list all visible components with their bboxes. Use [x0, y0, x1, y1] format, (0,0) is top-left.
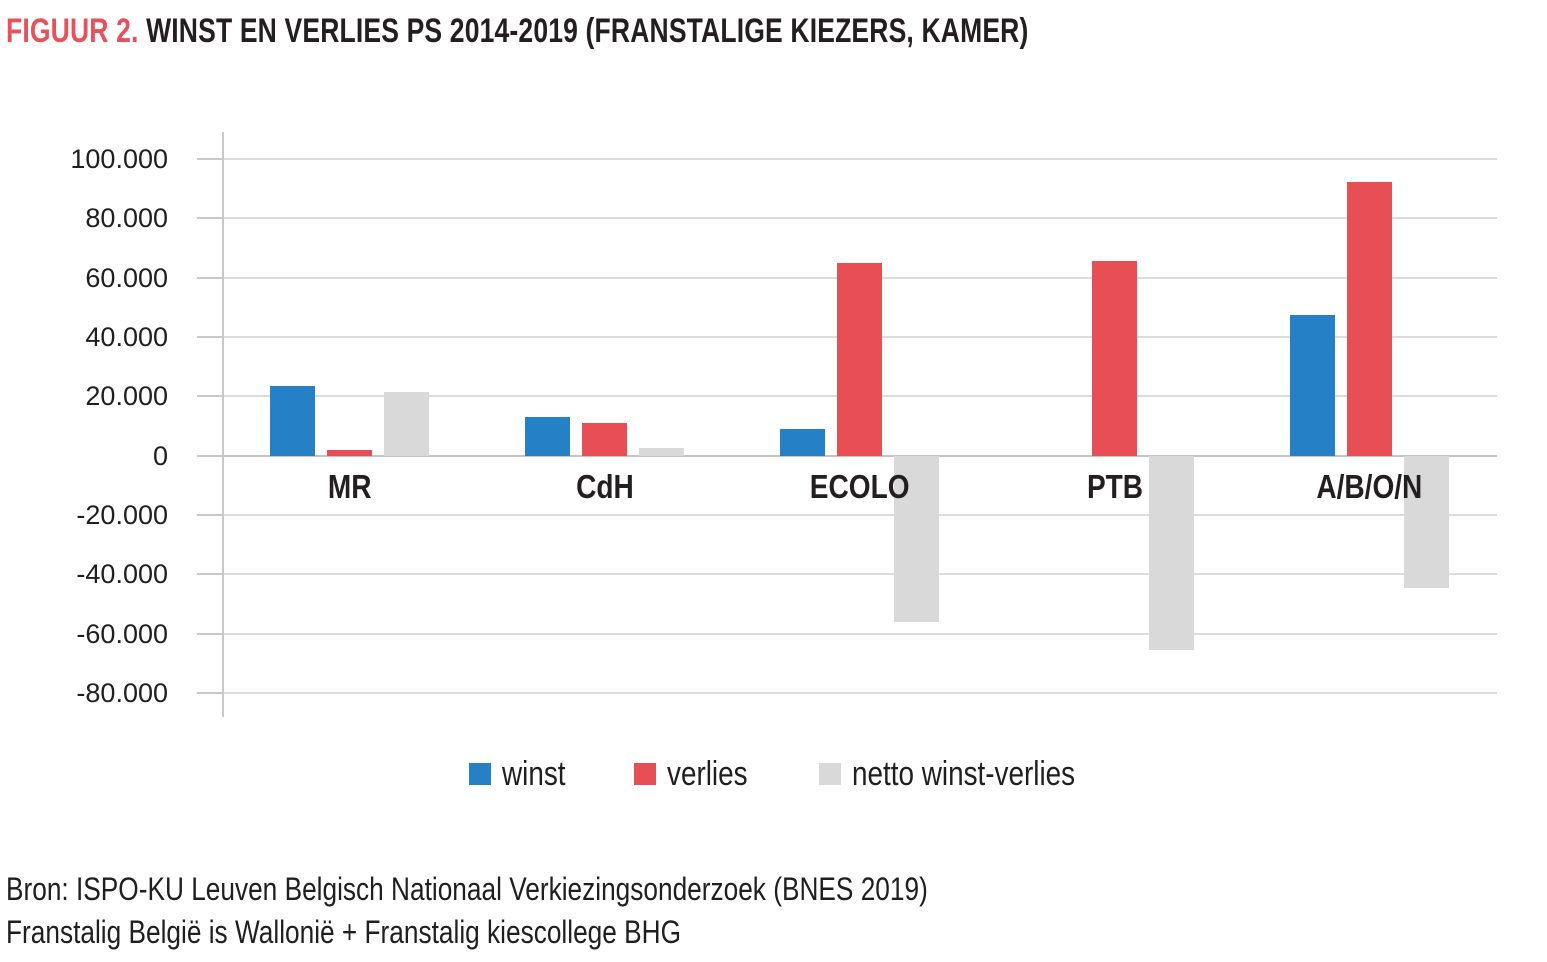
- y-axis-label-20000: 20.000: [85, 381, 168, 412]
- y-tick-0: [197, 454, 222, 457]
- y-axis-label-40000: 40.000: [85, 321, 168, 352]
- legend-label: winst: [502, 754, 566, 793]
- legend-item-winst: winst: [469, 755, 579, 794]
- y-tick-100000: [197, 157, 222, 160]
- bar-verlies-ABON: [1347, 182, 1392, 456]
- bar-verlies-PTB: [1092, 261, 1137, 456]
- y-axis-label-0: 0: [152, 440, 168, 471]
- y-axis-label-60000: 60.000: [85, 262, 168, 293]
- x-label-text: CdH: [575, 467, 634, 505]
- gridline--20000: [222, 514, 1497, 517]
- source-line-2: Franstalig België is Wallonië + Franstal…: [6, 914, 682, 950]
- y-tick-40000: [197, 335, 222, 338]
- gridline-80000: [222, 217, 1497, 220]
- y-axis-label--20000: -20.000: [76, 500, 168, 531]
- legend-swatch-winst: [469, 763, 492, 785]
- bar-winst-CdH: [525, 417, 570, 456]
- y-tick--60000: [197, 632, 222, 635]
- y-axis-label--60000: -60.000: [76, 618, 168, 649]
- bar-netto-ECOLO: [894, 455, 939, 622]
- legend-swatch-netto: [818, 763, 841, 785]
- figure-title-text: WINST EN VERLIES PS 2014-2019 (FRANSTALI…: [146, 12, 1029, 50]
- y-tick-80000: [197, 217, 222, 220]
- legend-label: verlies: [666, 754, 748, 793]
- y-axis-label-80000: 80.000: [85, 203, 168, 234]
- x-label-ABON: A/B/O/N: [1242, 468, 1497, 506]
- x-label-ECOLO: ECOLO: [732, 468, 987, 506]
- x-label-PTB: PTB: [987, 468, 1242, 506]
- gridline--80000: [222, 692, 1497, 695]
- y-axis-line: [222, 132, 224, 717]
- gridline-0: [222, 454, 1497, 457]
- y-tick-20000: [197, 395, 222, 398]
- y-tick--20000: [197, 514, 222, 517]
- x-label-text: MR: [327, 467, 372, 505]
- bar-winst-ABON: [1290, 314, 1335, 456]
- bar-winst-ECOLO: [780, 428, 825, 456]
- y-axis-label-100000: 100.000: [70, 143, 168, 174]
- bar-verlies-ECOLO: [837, 262, 882, 456]
- x-label-text: A/B/O/N: [1316, 467, 1423, 505]
- source-line-1: Bron: ISPO-KU Leuven Belgisch Nationaal …: [6, 871, 928, 907]
- gridline--40000: [222, 573, 1497, 576]
- figure-number-label: FIGUUR 2.: [6, 12, 139, 50]
- y-axis-label--40000: -40.000: [76, 559, 168, 590]
- bar-netto-MR: [384, 391, 429, 456]
- legend-swatch-verlies: [633, 763, 656, 785]
- gridline-100000: [222, 157, 1497, 160]
- bar-winst-MR: [270, 385, 315, 456]
- x-label-text: PTB: [1086, 467, 1143, 505]
- bar-verlies-MR: [327, 449, 372, 456]
- gridline--60000: [222, 632, 1497, 635]
- chart-legend: winst verlies netto winst-verlies: [46, 752, 1547, 796]
- legend-label: netto winst-verlies: [851, 754, 1075, 793]
- figure-title: FIGUUR 2. WINST EN VERLIES PS 2014-2019 …: [6, 12, 1317, 51]
- y-axis-label--80000: -80.000: [76, 678, 168, 709]
- legend-item-verlies: verlies: [633, 754, 765, 794]
- x-label-CdH: CdH: [477, 468, 732, 506]
- y-tick-60000: [197, 276, 222, 279]
- source-note: Bron: ISPO-KU Leuven Belgisch Nationaal …: [6, 868, 1130, 954]
- bar-netto-CdH: [639, 448, 684, 456]
- bar-verlies-CdH: [582, 423, 627, 456]
- x-label-MR: MR: [222, 468, 477, 506]
- y-tick--80000: [197, 692, 222, 695]
- y-tick--40000: [197, 573, 222, 576]
- x-label-text: ECOLO: [809, 467, 910, 505]
- bar-netto-PTB: [1149, 455, 1194, 651]
- bar-netto-ABON: [1404, 455, 1449, 588]
- legend-item-netto: netto winst-verlies: [818, 754, 1124, 794]
